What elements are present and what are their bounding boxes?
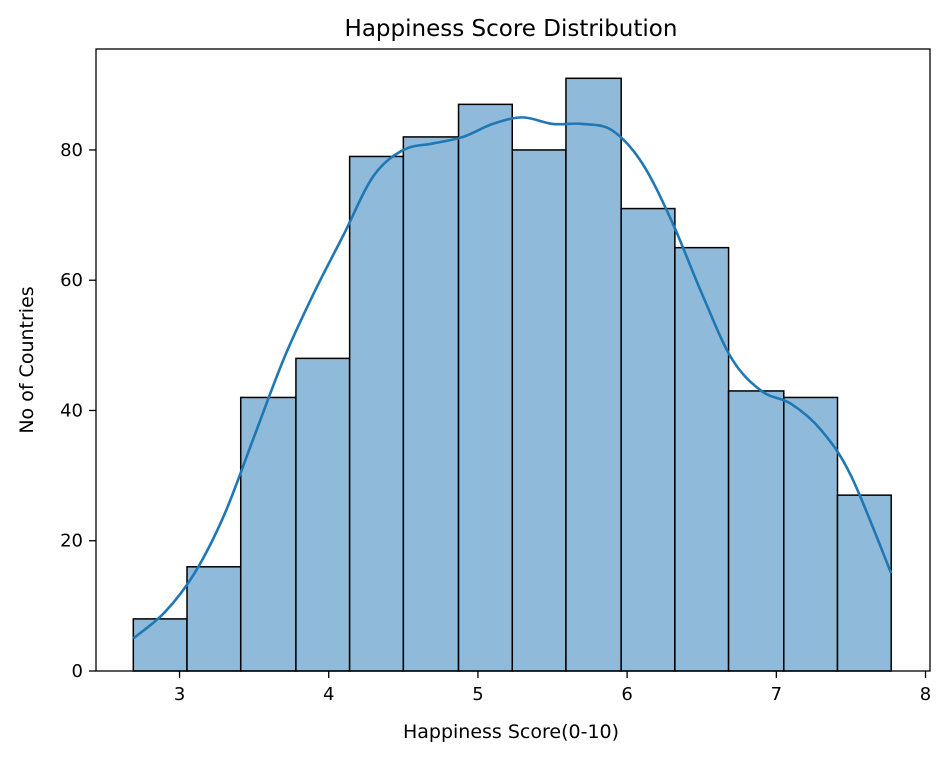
- y-tick-label: 40: [60, 400, 83, 421]
- bars-group: [132, 77, 892, 672]
- kde-curve: [132, 116, 893, 640]
- histogram-bar: [295, 357, 351, 672]
- chart-title: Happiness Score Distribution: [345, 16, 678, 42]
- histogram-bar: [511, 149, 567, 672]
- x-tick-label: 6: [621, 684, 632, 705]
- histogram-bar: [402, 136, 460, 672]
- x-tick-label: 7: [771, 684, 782, 705]
- x-tick-label: 5: [472, 684, 483, 705]
- y-axis-label: No of Countries: [16, 286, 38, 433]
- x-tick-label: 4: [323, 684, 334, 705]
- x-tick-label: 3: [174, 684, 185, 705]
- y-tick-label: 0: [72, 661, 83, 682]
- x-axis-ticks: 3 4 5 6 7 8: [174, 671, 931, 705]
- histogram-bar: [727, 390, 785, 672]
- histogram-bar: [783, 396, 839, 672]
- histogram-bar: [836, 494, 892, 672]
- plot-frame: [95, 48, 931, 672]
- y-tick-label: 60: [60, 270, 83, 291]
- histogram-bar: [239, 396, 297, 672]
- histogram-bar: [348, 155, 405, 672]
- histogram-bar: [186, 566, 242, 672]
- histogram-bar: [620, 207, 676, 672]
- histogram-bar: [132, 618, 188, 672]
- x-axis-label: Happiness Score(0-10): [403, 721, 619, 743]
- histogram-bar: [565, 77, 622, 672]
- histogram-bar: [674, 246, 730, 672]
- histogram-bar: [457, 103, 514, 672]
- y-tick-label: 20: [60, 531, 83, 552]
- y-tick-label: 80: [60, 140, 83, 161]
- x-tick-label: 8: [920, 684, 931, 705]
- y-axis-ticks: 0 20 40 60 80: [60, 140, 96, 682]
